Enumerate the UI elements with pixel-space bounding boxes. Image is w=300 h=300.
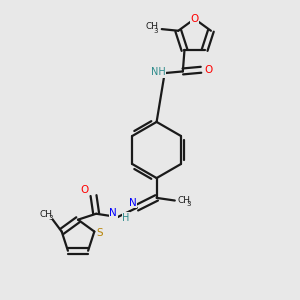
Text: O: O [190, 14, 199, 24]
Text: 3: 3 [154, 28, 158, 34]
Text: O: O [204, 65, 212, 75]
Text: O: O [80, 184, 88, 195]
Text: 3: 3 [49, 215, 53, 221]
Text: S: S [96, 228, 103, 238]
Text: N: N [129, 198, 136, 208]
Text: 3: 3 [186, 202, 191, 208]
Text: CH: CH [145, 22, 158, 31]
Text: NH: NH [151, 67, 165, 77]
Text: CH: CH [178, 196, 190, 205]
Text: N: N [110, 208, 117, 218]
Text: H: H [122, 213, 130, 223]
Text: CH: CH [39, 210, 52, 219]
